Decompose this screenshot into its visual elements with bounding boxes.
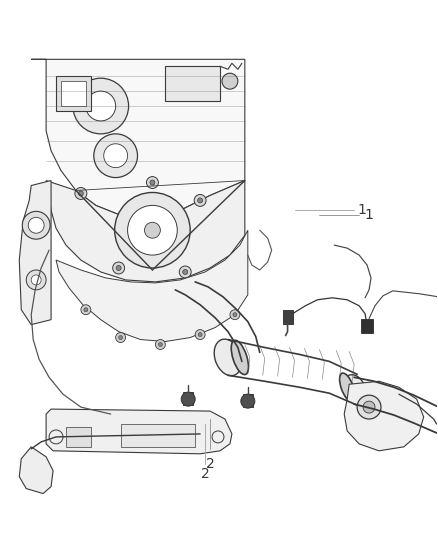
- Circle shape: [230, 310, 240, 320]
- Polygon shape: [56, 230, 248, 342]
- Circle shape: [22, 212, 50, 239]
- Polygon shape: [120, 424, 195, 447]
- Text: 2: 2: [206, 457, 215, 471]
- Circle shape: [194, 195, 206, 206]
- Polygon shape: [19, 181, 51, 325]
- Circle shape: [195, 329, 205, 340]
- Circle shape: [28, 217, 44, 233]
- Polygon shape: [61, 81, 86, 106]
- Circle shape: [116, 333, 126, 343]
- Polygon shape: [31, 59, 245, 219]
- Circle shape: [363, 401, 375, 413]
- Text: 1: 1: [364, 208, 373, 222]
- Circle shape: [150, 180, 155, 185]
- Circle shape: [127, 205, 177, 255]
- Circle shape: [222, 73, 238, 89]
- Polygon shape: [243, 394, 253, 407]
- Polygon shape: [165, 66, 220, 101]
- Ellipse shape: [343, 375, 366, 403]
- Circle shape: [155, 340, 165, 350]
- Polygon shape: [19, 447, 53, 494]
- Circle shape: [113, 262, 124, 274]
- Text: 1: 1: [357, 204, 366, 217]
- Circle shape: [78, 191, 83, 196]
- Circle shape: [179, 266, 191, 278]
- Circle shape: [84, 308, 88, 312]
- Polygon shape: [56, 76, 91, 111]
- Circle shape: [31, 275, 41, 285]
- Circle shape: [233, 313, 237, 317]
- Circle shape: [145, 222, 160, 238]
- Circle shape: [183, 270, 188, 274]
- Polygon shape: [344, 381, 424, 451]
- Circle shape: [26, 270, 46, 290]
- Ellipse shape: [339, 373, 355, 401]
- Circle shape: [86, 91, 116, 121]
- Polygon shape: [46, 181, 245, 282]
- Circle shape: [181, 392, 195, 406]
- Polygon shape: [283, 310, 293, 324]
- Text: 2: 2: [201, 467, 209, 481]
- Circle shape: [119, 336, 123, 340]
- Circle shape: [81, 305, 91, 314]
- Circle shape: [116, 265, 121, 270]
- Ellipse shape: [214, 339, 242, 376]
- Circle shape: [146, 176, 159, 189]
- Circle shape: [75, 188, 87, 199]
- Ellipse shape: [231, 340, 248, 375]
- Circle shape: [159, 343, 162, 346]
- Circle shape: [115, 192, 190, 268]
- Circle shape: [198, 198, 203, 203]
- Circle shape: [104, 144, 127, 168]
- Polygon shape: [46, 409, 232, 454]
- Circle shape: [198, 333, 202, 336]
- Polygon shape: [66, 427, 91, 447]
- Circle shape: [357, 395, 381, 419]
- Circle shape: [94, 134, 138, 177]
- Circle shape: [241, 394, 255, 408]
- Polygon shape: [183, 392, 193, 405]
- Polygon shape: [361, 319, 373, 333]
- Circle shape: [73, 78, 129, 134]
